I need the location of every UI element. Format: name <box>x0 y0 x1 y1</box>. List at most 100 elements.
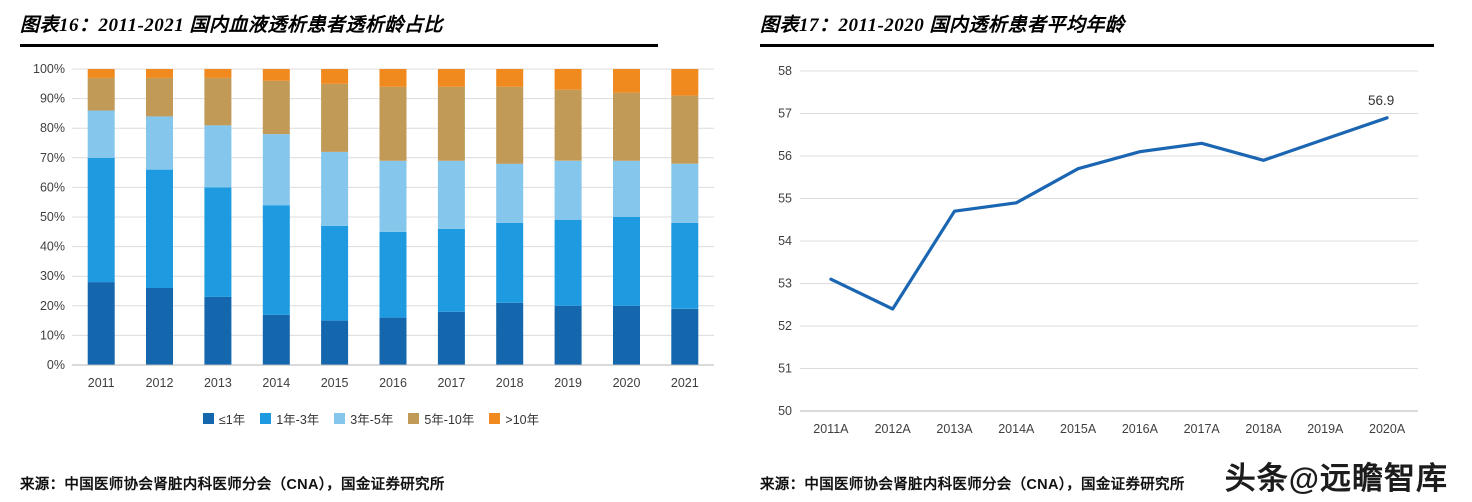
bar-segment <box>262 134 290 206</box>
bar-segment <box>437 311 465 365</box>
bar-segment <box>496 69 524 87</box>
legend-item: >10年 <box>489 409 539 428</box>
x-tick-label: 2011A <box>813 422 849 436</box>
bar-segment <box>204 69 232 78</box>
legend-swatch <box>334 413 346 424</box>
x-tick-label: 2019A <box>1307 422 1344 436</box>
stacked-bar-chart: 0% 10% 20% 30% 40% 50% 60% 70% 80% 90% 100% 2011 201… <box>33 62 714 390</box>
bar-segment <box>87 282 115 365</box>
y-tick-label: 30% <box>40 269 65 283</box>
right-chart-title: 图表17：2011-2020 国内透析患者平均年龄 <box>760 6 1434 47</box>
legend-swatch <box>489 413 501 424</box>
bar-segment <box>554 160 582 220</box>
x-tick-label: 2017A <box>1184 422 1221 436</box>
bar-segment <box>321 151 349 226</box>
line-chart: 50 51 52 53 54 55 56 57 58 2011A 2012A 2013A 2014A 20… <box>778 64 1418 436</box>
bar-segment <box>496 86 524 164</box>
legend-label: >10年 <box>505 413 540 427</box>
x-tick-label: 2020 <box>613 376 641 390</box>
x-tick-label: 2012 <box>146 376 174 390</box>
legend-swatch <box>202 413 214 424</box>
bar-segment <box>204 187 232 297</box>
x-tick-label: 2014 <box>262 376 290 390</box>
y-tick-label: 100% <box>33 62 65 76</box>
bar-segment <box>496 222 524 303</box>
bar-segment <box>437 160 465 229</box>
legend-item: 3年-5年 <box>334 409 393 428</box>
y-tick-label: 10% <box>40 328 65 342</box>
watermark: 头条@远瞻智库 <box>1224 461 1448 496</box>
y-tick-label: 57 <box>778 107 792 121</box>
left-source-note: 来源：中国医师协会肾脏内科医师分会（CNA），国金证券研究所 <box>20 477 445 493</box>
x-tick-label: 2019 <box>554 376 582 390</box>
bar-segment <box>87 157 115 283</box>
bar-segment <box>379 231 407 318</box>
bar-segment <box>496 163 524 223</box>
bar-segment <box>554 69 582 90</box>
bar-segment <box>437 86 465 161</box>
x-tick-label: 2016 <box>379 376 407 390</box>
legend-item: 1年-3年 <box>260 409 319 428</box>
bar-segment <box>671 69 699 96</box>
y-tick-label: 58 <box>778 64 792 78</box>
left-chart-title: 图表16：2011-2021 国内血液透析患者透析龄占比 <box>20 6 658 47</box>
bar-segment <box>496 302 524 365</box>
bar-segment <box>262 205 290 315</box>
x-tick-label: 2016A <box>1122 422 1159 436</box>
x-tick-label: 2015A <box>1060 422 1097 436</box>
bar-segment <box>146 116 173 170</box>
bar-segment <box>613 92 640 161</box>
legend-item: ≤1年 <box>202 409 245 428</box>
bar-segment <box>671 222 699 309</box>
bar-segment <box>379 317 407 365</box>
y-tick-label: 20% <box>40 299 65 313</box>
y-tick-label: 50% <box>40 210 65 224</box>
bar-segment <box>613 160 640 217</box>
right-chart-panel: 图表17：2011-2020 国内透析患者平均年龄 50 51 52 53 54 55 56… <box>760 6 1434 457</box>
legend-label: 1年-3年 <box>276 413 320 427</box>
bar-segment <box>321 83 349 152</box>
bar-segment <box>146 169 173 288</box>
bar-segment <box>87 110 115 158</box>
x-tick-label: 2018 <box>496 376 524 390</box>
bar-segment <box>204 125 232 188</box>
y-tick-label: 54 <box>778 234 792 248</box>
legend-item: 5年-10年 <box>408 409 474 428</box>
bar-segment <box>262 80 290 135</box>
end-data-label: 56.9 <box>1368 93 1394 108</box>
bar-segment <box>554 305 582 365</box>
bar-segment <box>379 86 407 161</box>
y-tick-label: 70% <box>40 151 65 165</box>
bar-segment <box>613 69 640 93</box>
bar-segment <box>146 77 173 117</box>
legend-swatch <box>408 413 420 424</box>
y-tick-label: 56 <box>778 149 792 163</box>
y-tick-label: 0% <box>47 358 65 372</box>
legend-label: 3年-5年 <box>350 413 394 427</box>
bar-segment <box>321 225 349 321</box>
bar-segment <box>671 163 699 223</box>
bar-segment <box>379 69 407 87</box>
y-tick-label: 51 <box>778 362 792 376</box>
bar-segment <box>613 217 640 306</box>
bar-segment <box>262 69 290 81</box>
x-tick-label: 2018A <box>1245 422 1282 436</box>
x-tick-label: 2013A <box>936 422 973 436</box>
bar-segment <box>321 320 349 365</box>
right-source-note: 来源：中国医师协会肾脏内科医师分会（CNA），国金证券研究所 <box>760 477 1185 493</box>
x-tick-label: 2015 <box>321 376 349 390</box>
left-chart-panel: 图表16：2011-2021 国内血液透析患者透析龄占比 0% 10% 20% 30%… <box>20 6 722 428</box>
y-tick-label: 80% <box>40 121 65 135</box>
bar-segment <box>437 69 465 87</box>
x-tick-label: 2020A <box>1369 422 1406 436</box>
bar-segment <box>262 314 290 365</box>
bar-segment <box>379 160 407 232</box>
bar-segment <box>146 288 173 365</box>
x-tick-label: 2017 <box>437 376 465 390</box>
bar-segment <box>554 89 582 161</box>
bar-segment <box>321 69 349 84</box>
y-tick-label: 90% <box>40 92 65 106</box>
bar-segment <box>554 220 582 306</box>
bar-segment <box>437 228 465 312</box>
